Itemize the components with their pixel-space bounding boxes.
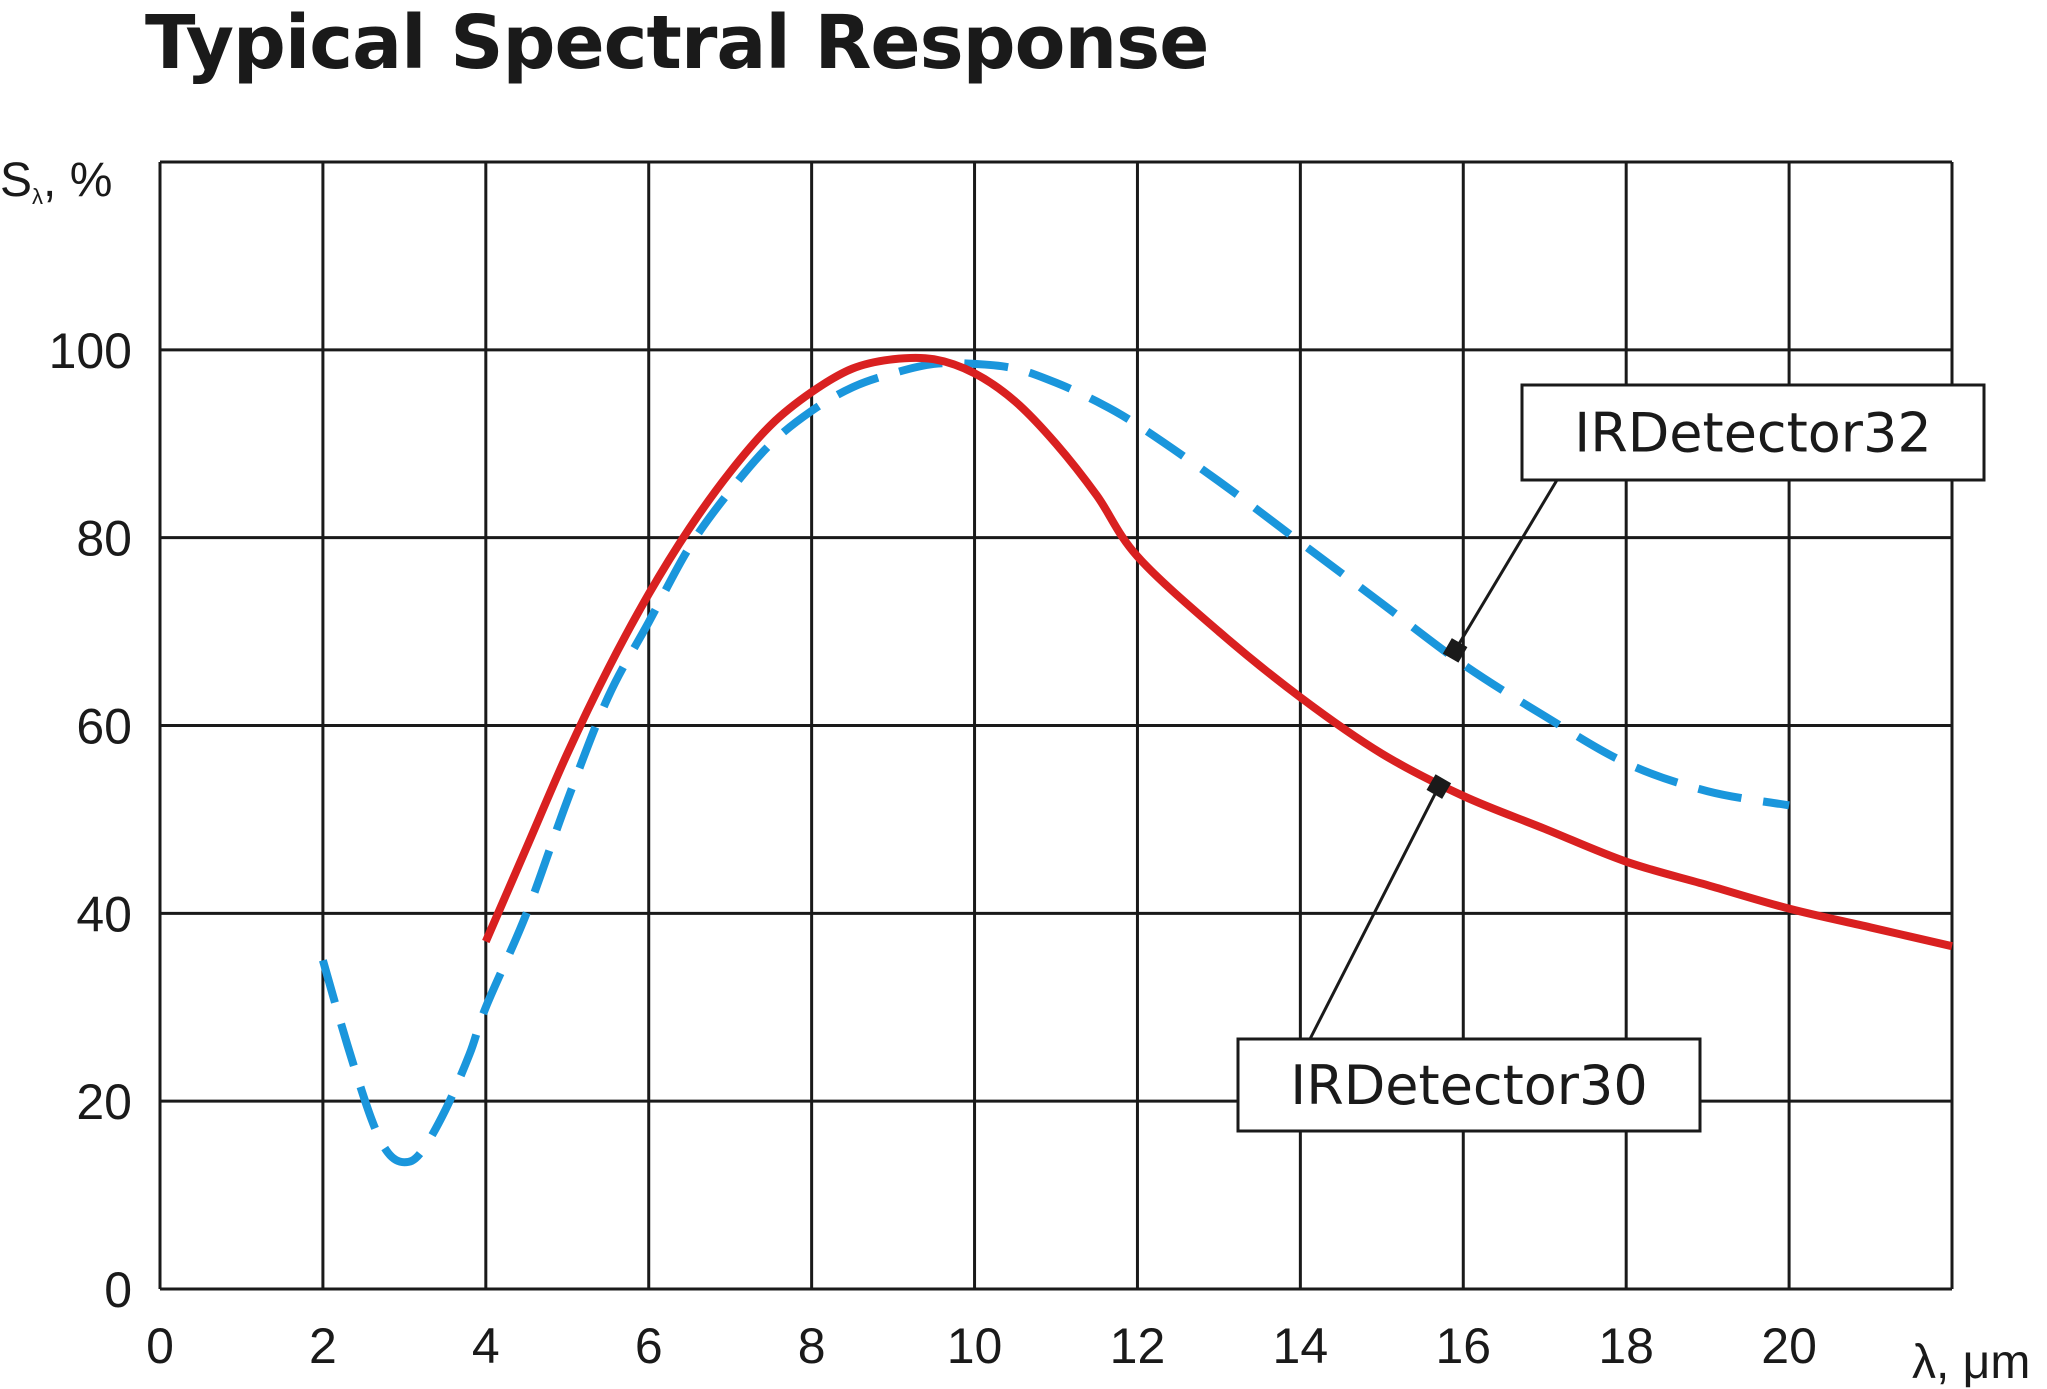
x-tick-label: 14 [1273,1318,1329,1374]
x-tick-label: 20 [1761,1318,1817,1374]
callout-leader-line [1453,479,1559,652]
y-tick-label: 100 [49,323,132,379]
callout-label: IRDetector30 [1290,1054,1647,1117]
callout-marker [1426,774,1452,799]
axis-labels: Sλ, % λ, μm [0,154,2030,1389]
callout-label: IRDetector32 [1574,402,1931,465]
x-axis-label: λ, μm [1912,1336,2030,1389]
y-axis-label: Sλ, % [0,154,112,209]
callout-box [1236,1037,1702,1133]
x-tick-label: 4 [472,1318,500,1374]
y-tick-label: 40 [76,886,132,942]
y-tick-label: 60 [76,699,132,755]
y-axis-label-subscript: λ [32,184,43,209]
x-tick-label: 10 [947,1318,1003,1374]
series-layer [319,353,1953,1167]
callout-box [1520,383,1986,482]
tick-labels: 0 2 4 6 8 10 12 14 16 18 20 0 20 40 60 80 100 [49,323,1817,1374]
y-tick-label: 20 [76,1074,132,1130]
y-axis-label-symbol: S [0,154,32,207]
callout-marker [1442,638,1468,663]
x-tick-label: 2 [309,1318,337,1374]
callout-leader-line [1308,785,1441,1040]
x-tick-label: 18 [1598,1318,1654,1374]
series-line-irdetector32 [319,359,1790,1167]
y-tick-label: 0 [104,1262,132,1318]
x-tick-label: 8 [798,1318,826,1374]
x-tick-label: 16 [1435,1318,1491,1374]
x-tick-label: 12 [1110,1318,1166,1374]
y-tick-label: 80 [76,511,132,567]
chart-title: Typical Spectral Response [145,0,1209,86]
grid [158,160,1954,1291]
series-line-irdetector30 [482,353,1953,951]
x-tick-label: 0 [146,1318,174,1374]
annotations: IRDetector32 IRDetector30 [1236,383,1986,1133]
x-tick-label: 6 [635,1318,663,1374]
y-axis-label-unit: , % [43,154,112,207]
